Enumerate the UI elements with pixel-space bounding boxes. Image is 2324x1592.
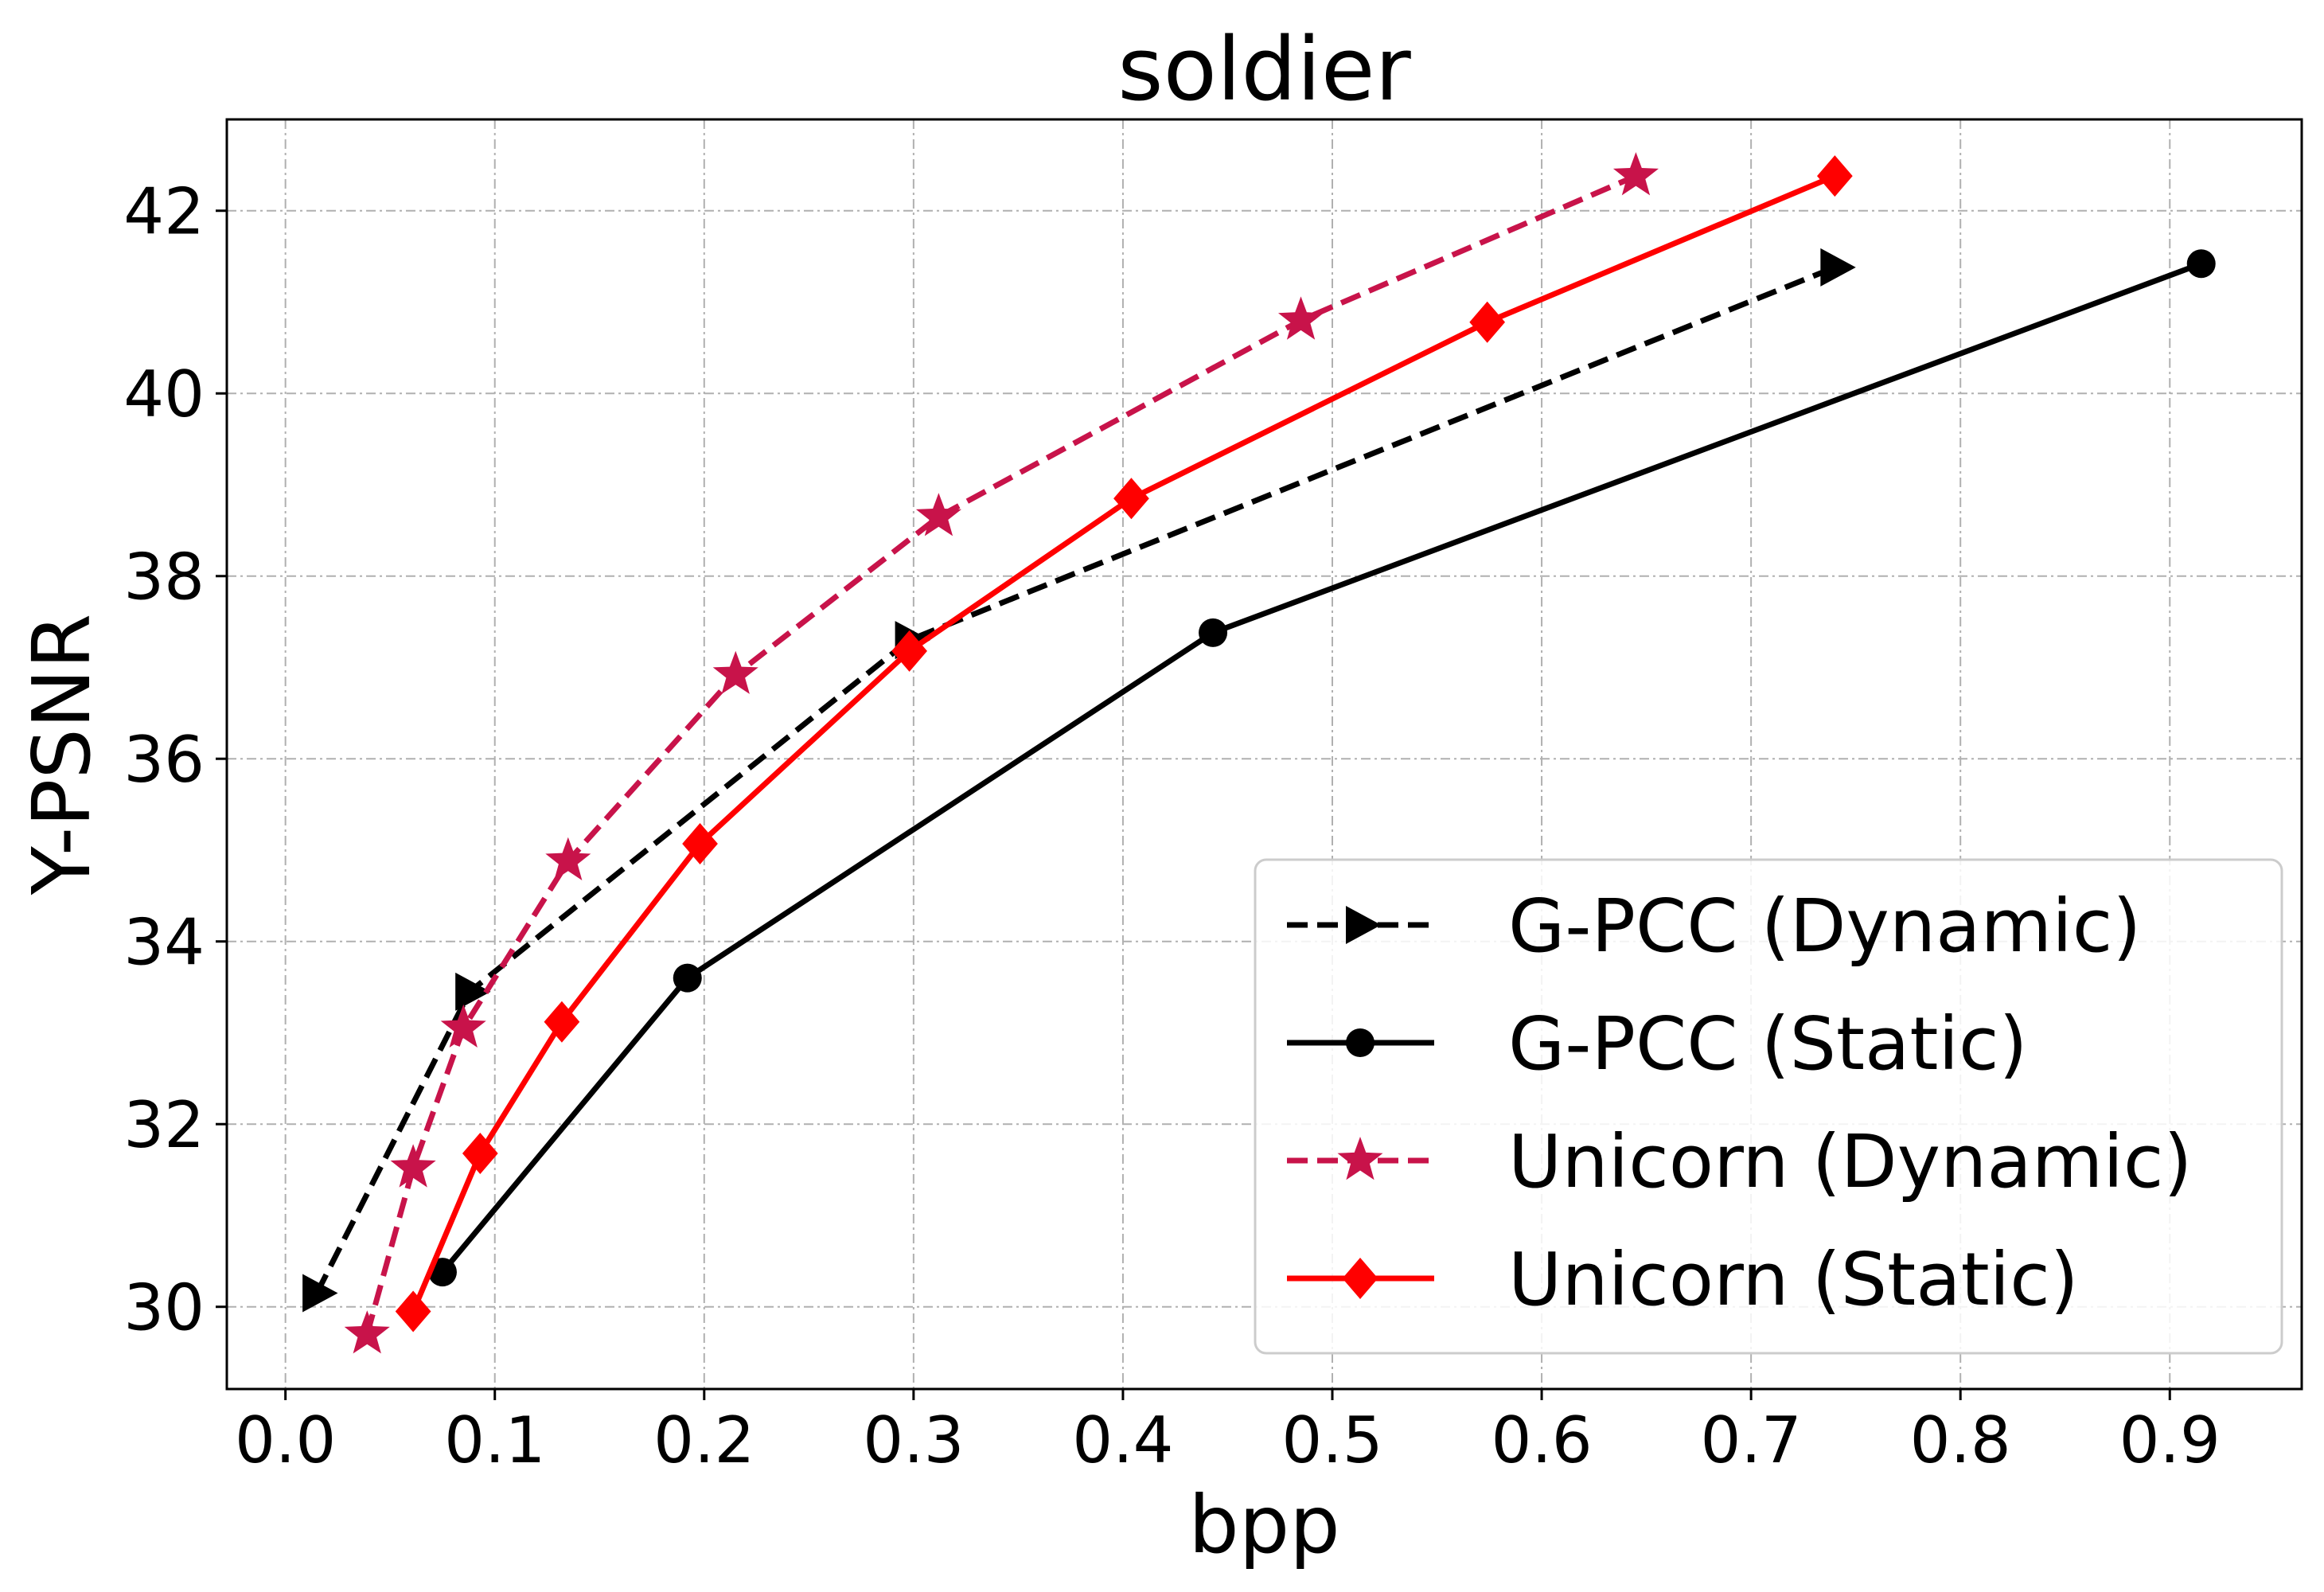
data-point-diamond bbox=[1816, 155, 1853, 197]
x-tick-label: 0.8 bbox=[1910, 1403, 2011, 1477]
x-tick-label: 0.3 bbox=[863, 1403, 964, 1477]
series-unicorn-dynamic bbox=[344, 152, 1659, 1354]
legend-label: Unicorn (Static) bbox=[1508, 1237, 2079, 1322]
data-point-star bbox=[1337, 1137, 1383, 1180]
chart-title: soldier bbox=[1117, 18, 1411, 120]
y-tick-label: 34 bbox=[123, 906, 205, 980]
data-point-diamond bbox=[891, 630, 927, 672]
legend-item: Unicorn (Dynamic) bbox=[1287, 1119, 2192, 1204]
y-tick-label: 40 bbox=[123, 357, 205, 431]
legend-item: Unicorn (Static) bbox=[1287, 1237, 2079, 1322]
x-axis-label: bpp bbox=[1188, 1478, 1339, 1571]
data-point-diamond bbox=[1342, 1258, 1378, 1299]
legend-label: G-PCC (Static) bbox=[1508, 1001, 2028, 1087]
series-unicorn-static bbox=[395, 155, 1853, 1333]
y-tick-label: 38 bbox=[123, 540, 205, 615]
data-point-diamond bbox=[395, 1290, 431, 1333]
y-tick-label: 32 bbox=[123, 1088, 205, 1162]
x-tick-label: 0.7 bbox=[1701, 1403, 1802, 1477]
series-line bbox=[410, 173, 1836, 1313]
data-point-triangle-right bbox=[1820, 248, 1856, 287]
y-tick-label: 36 bbox=[123, 723, 205, 797]
data-point-star bbox=[344, 1310, 390, 1354]
data-point-circle bbox=[673, 963, 702, 993]
x-tick-label: 0.2 bbox=[653, 1403, 755, 1477]
data-point-circle bbox=[1199, 618, 1228, 647]
legend-item: G-PCC (Dynamic) bbox=[1287, 884, 2141, 969]
plot-frame bbox=[225, 118, 2303, 1391]
data-point-star bbox=[712, 650, 758, 694]
data-point-star bbox=[440, 1004, 486, 1048]
axis-ticks: 0.0 0.1 0.2 0.3 0.4 0.5 0.6 0.7 0.8 0.9 30 32 34 36 38… bbox=[123, 175, 2221, 1477]
data-point-triangle-right bbox=[1346, 906, 1382, 944]
y-tick-label: 30 bbox=[123, 1271, 205, 1345]
data-point-triangle-right bbox=[455, 972, 491, 1011]
series-g-pcc-static bbox=[427, 249, 2216, 1287]
data-point-triangle-right bbox=[302, 1274, 338, 1313]
series-line bbox=[364, 173, 1637, 1336]
x-tick-label: 0.9 bbox=[2119, 1403, 2221, 1477]
legend: G-PCC (Dynamic) G-PCC (Static) Unicorn (Dy… bbox=[1254, 858, 2283, 1355]
data-point-circle bbox=[2186, 249, 2216, 279]
y-axis-label: Y-PSNR bbox=[15, 614, 108, 896]
data-point-star bbox=[1278, 296, 1324, 340]
data-point-circle bbox=[1346, 1028, 1375, 1057]
series-line bbox=[440, 261, 2202, 1274]
data-point-diamond bbox=[682, 822, 718, 864]
legend-label: Unicorn (Dynamic) bbox=[1508, 1119, 2192, 1204]
legend-box bbox=[1254, 858, 2283, 1355]
legend-label: G-PCC (Dynamic) bbox=[1508, 884, 2141, 969]
x-tick-label: 0.5 bbox=[1281, 1403, 1382, 1477]
data-point-diamond bbox=[1113, 478, 1149, 520]
data-point-diamond bbox=[462, 1132, 498, 1174]
x-tick-label: 0.6 bbox=[1491, 1403, 1592, 1477]
data-point-diamond bbox=[544, 1001, 580, 1043]
y-tick-label: 42 bbox=[123, 175, 205, 249]
x-tick-label: 0.0 bbox=[235, 1403, 336, 1477]
x-tick-label: 0.1 bbox=[444, 1403, 545, 1477]
data-point-star bbox=[545, 837, 591, 880]
data-point-star bbox=[915, 493, 961, 537]
data-point-star bbox=[390, 1144, 436, 1188]
data-point-star bbox=[1612, 152, 1659, 196]
series-layer bbox=[302, 152, 2216, 1354]
series-line bbox=[314, 264, 1836, 1295]
x-tick-label: 0.4 bbox=[1072, 1403, 1173, 1477]
legend-item: G-PCC (Static) bbox=[1287, 1001, 2028, 1087]
data-point-diamond bbox=[1469, 301, 1506, 343]
